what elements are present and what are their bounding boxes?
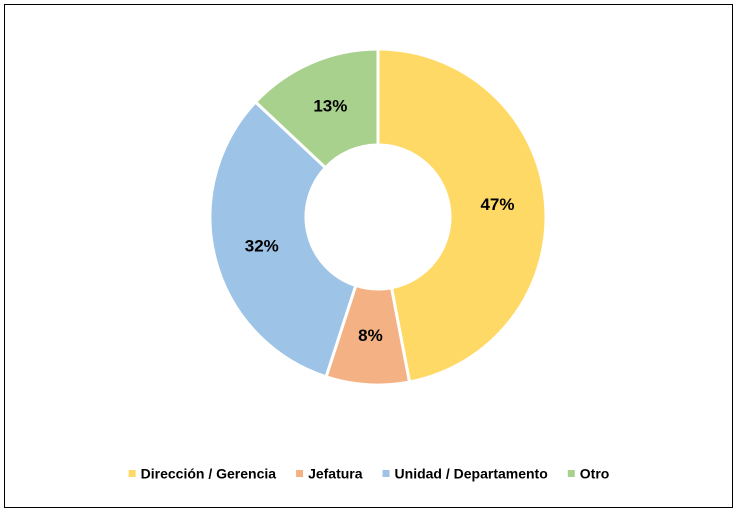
legend-label: Otro [580,466,610,482]
legend-label: Jefatura [308,466,363,482]
legend-label: Unidad / Departamento [395,466,548,482]
slice [376,47,548,384]
slice [208,99,358,379]
legend-swatch [382,470,390,477]
data-label: 8% [358,326,383,345]
data-label: 32% [245,236,279,255]
slice [253,47,380,170]
data-label: 13% [313,96,347,115]
legend-label: Dirección / Gerencia [141,466,277,482]
legend-swatch [567,470,575,477]
legend-swatch [128,470,136,477]
data-label: 47% [480,195,514,214]
legend-swatch [296,470,304,477]
